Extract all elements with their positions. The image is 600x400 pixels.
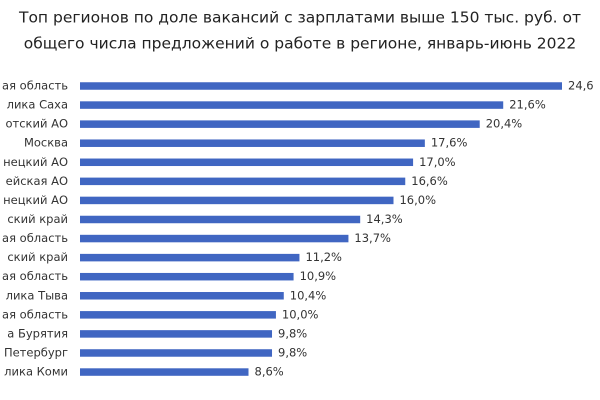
chart-title: Топ регионов по доле вакансий с зарплата… [18, 9, 581, 27]
bar [80, 139, 425, 147]
category-label: лика Саха [7, 98, 68, 112]
value-label: 10,4% [290, 288, 327, 302]
value-label: 10,0% [282, 307, 319, 321]
value-label: 21,6% [509, 98, 546, 112]
bar [80, 368, 249, 376]
category-label: ский край [7, 250, 68, 264]
category-label: ая область [2, 231, 68, 245]
category-label: отский АО [5, 117, 68, 131]
value-label: 11,2% [305, 250, 342, 264]
value-label: 17,0% [419, 155, 456, 169]
category-label: ая область [2, 269, 68, 283]
bar [80, 349, 273, 357]
value-label: 9,8% [278, 326, 307, 340]
bar [80, 82, 562, 90]
value-label: 14,3% [366, 212, 403, 226]
bar [80, 272, 294, 281]
bar [80, 253, 300, 262]
value-label: 8,6% [255, 365, 284, 379]
value-label: 17,6% [431, 136, 468, 150]
value-label: 10,9% [300, 269, 337, 283]
bar [80, 101, 504, 109]
value-label: 24,6 [568, 79, 594, 93]
category-label: ая область [2, 307, 68, 321]
category-label: Петербург [4, 345, 68, 359]
category-label: ая область [2, 79, 68, 93]
value-label: 20,4% [486, 117, 523, 131]
category-label: ский край [7, 212, 68, 226]
bar [80, 177, 406, 186]
category-label: нецкий АО [3, 193, 68, 207]
bar [80, 311, 276, 319]
category-label: а Бурятия [7, 326, 68, 340]
category-label: ейская АО [6, 174, 68, 188]
category-label: Москва [24, 136, 68, 150]
value-label: 16,0% [399, 193, 436, 207]
category-label: лика Тыва [6, 288, 68, 302]
bar [80, 234, 349, 243]
value-label: 9,8% [278, 345, 307, 359]
value-label: 16,6% [411, 174, 448, 188]
bar [80, 215, 361, 224]
category-label: лика Коми [4, 365, 68, 379]
value-label: 13,7% [354, 231, 391, 245]
category-label: нецкий АО [3, 155, 68, 169]
bar [80, 120, 480, 128]
bar [80, 158, 414, 167]
bar [80, 330, 273, 338]
bar [80, 196, 394, 205]
chart-title: общего числа предложений о работе в реги… [24, 35, 577, 53]
bar [80, 292, 284, 300]
